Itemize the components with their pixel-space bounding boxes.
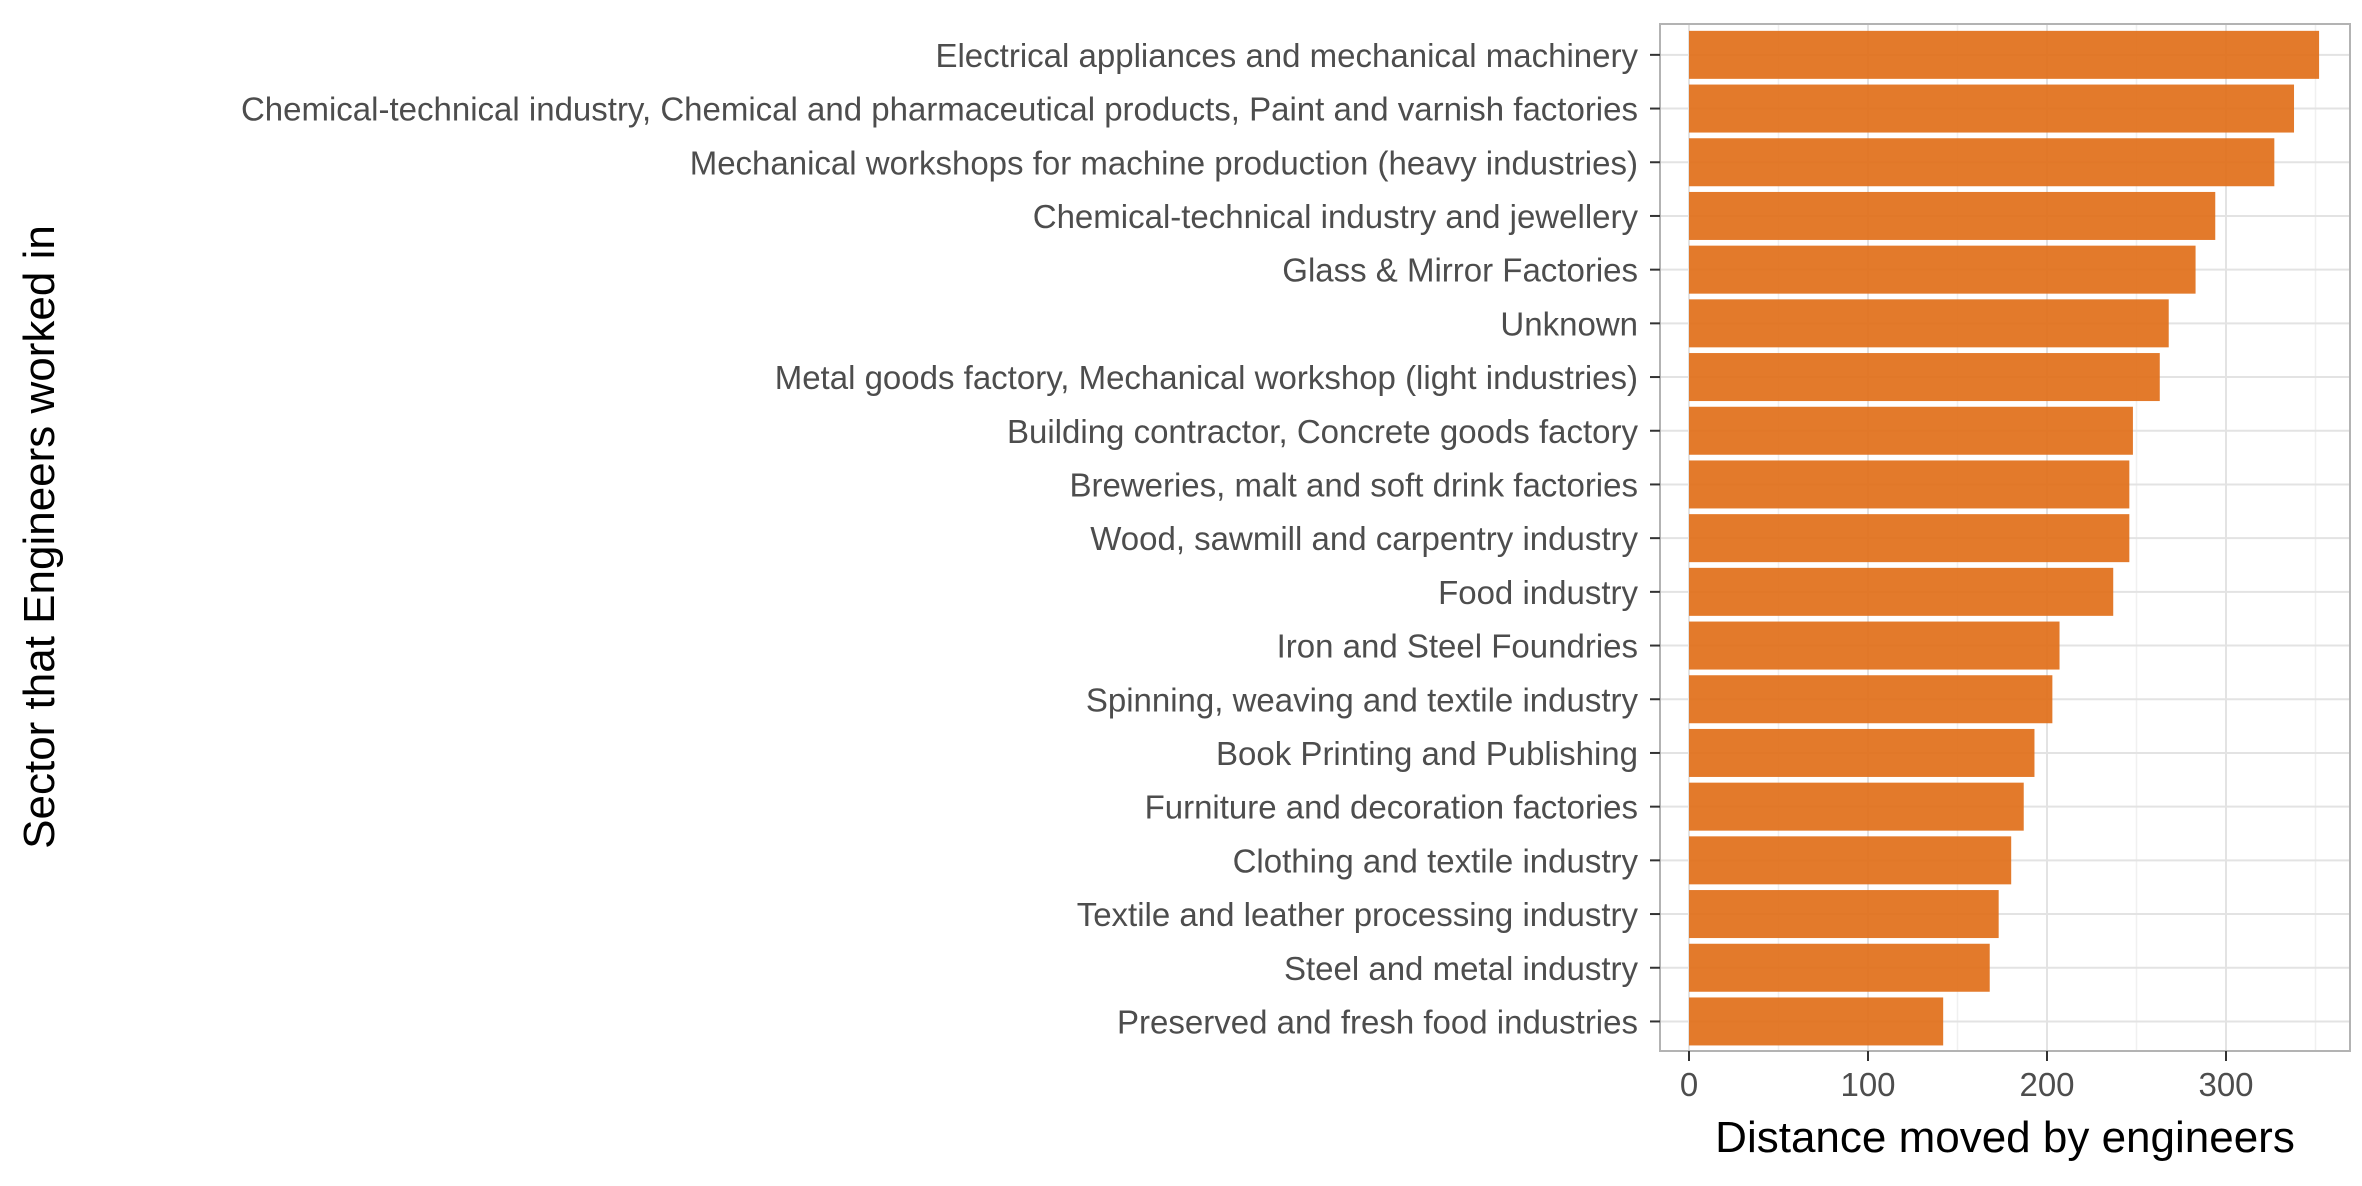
y-tick-label: Steel and metal industry bbox=[1284, 950, 1639, 987]
bar bbox=[1689, 836, 2012, 885]
y-tick-label: Building contractor, Concrete goods fact… bbox=[1007, 413, 1639, 450]
bar bbox=[1689, 460, 2130, 509]
x-tick-label: 200 bbox=[2019, 1066, 2074, 1103]
bar bbox=[1689, 567, 2114, 616]
bar bbox=[1689, 675, 2053, 724]
bar bbox=[1689, 621, 2060, 670]
x-axis: 0 100 200 300 bbox=[1680, 1051, 2254, 1103]
bars bbox=[1689, 30, 2320, 1046]
y-tick-label: Furniture and decoration factories bbox=[1145, 789, 1638, 826]
bar bbox=[1689, 997, 1944, 1046]
y-tick-label: Iron and Steel Foundries bbox=[1277, 628, 1638, 665]
bar bbox=[1689, 943, 1990, 992]
bar bbox=[1689, 191, 2216, 240]
bar bbox=[1689, 406, 2133, 455]
bar bbox=[1689, 890, 1999, 939]
x-tick-label: 0 bbox=[1680, 1066, 1698, 1103]
x-axis-title: Distance moved by engineers bbox=[1715, 1113, 2295, 1162]
bar bbox=[1689, 245, 2196, 294]
bar bbox=[1689, 138, 2275, 187]
y-tick-label: Food industry bbox=[1438, 574, 1638, 611]
bar bbox=[1689, 30, 2320, 79]
bar bbox=[1689, 84, 2295, 133]
y-tick-label: Spinning, weaving and textile industry bbox=[1086, 681, 1639, 718]
y-tick-label: Preserved and fresh food industries bbox=[1117, 1003, 1638, 1040]
y-tick-label: Mechanical workshops for machine product… bbox=[690, 144, 1638, 181]
x-tick-label: 100 bbox=[1840, 1066, 1895, 1103]
y-tick-label: Glass & Mirror Factories bbox=[1282, 252, 1638, 289]
bar bbox=[1689, 299, 2169, 348]
y-tick-label: Clothing and textile industry bbox=[1233, 842, 1639, 879]
y-tick-label: Chemical-technical industry, Chemical an… bbox=[241, 91, 1638, 128]
bar bbox=[1689, 514, 2130, 563]
x-tick-label: 300 bbox=[2198, 1066, 2253, 1103]
y-tick-label: Unknown bbox=[1500, 305, 1638, 342]
y-tick-label: Wood, sawmill and carpentry industry bbox=[1090, 520, 1638, 557]
y-tick-label: Chemical-technical industry and jeweller… bbox=[1033, 198, 1639, 235]
y-tick-label: Textile and leather processing industry bbox=[1077, 896, 1639, 933]
y-axis-title: Sector that Engineers worked in bbox=[15, 225, 64, 849]
y-tick-label: Electrical appliances and mechanical mac… bbox=[935, 37, 1638, 74]
y-tick-label: Breweries, malt and soft drink factories bbox=[1069, 466, 1638, 503]
y-axis: Electrical appliances and mechanical mac… bbox=[241, 37, 1660, 1040]
bar bbox=[1689, 728, 2035, 777]
y-tick-label: Book Printing and Publishing bbox=[1216, 735, 1638, 772]
bar bbox=[1689, 782, 2024, 831]
y-tick-label: Metal goods factory, Mechanical workshop… bbox=[775, 359, 1638, 396]
bar bbox=[1689, 353, 2160, 402]
